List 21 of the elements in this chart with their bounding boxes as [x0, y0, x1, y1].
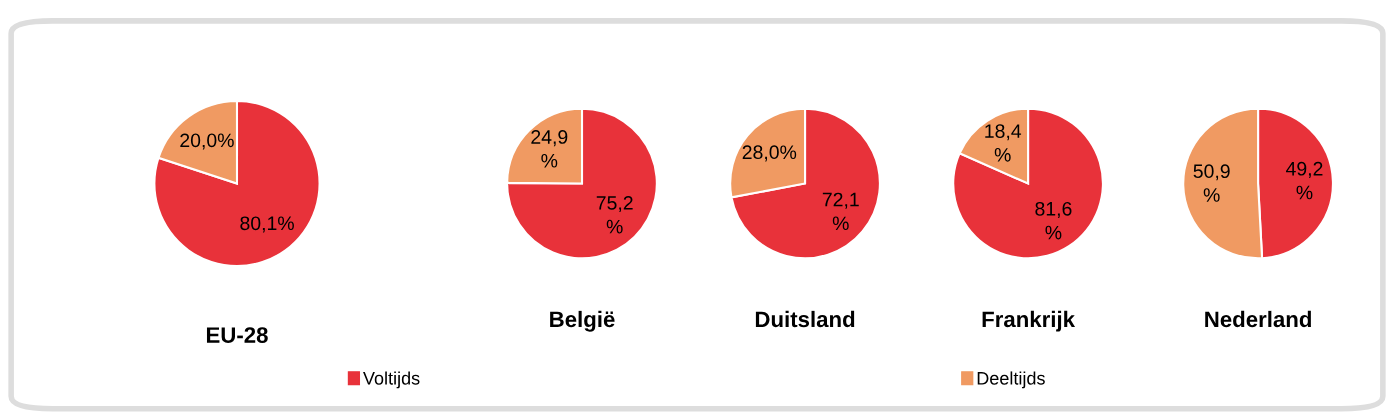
text: EU-28 [206, 327, 268, 343]
data-label: 80,1% [240, 216, 294, 233]
data-label: 49,2 % [1286, 161, 1323, 200]
data-label: 20,0% [180, 133, 234, 150]
pie-slice [952, 107, 1104, 260]
data-label: 75,2 % [596, 196, 633, 234]
data-label: 28,0% [742, 145, 797, 162]
text: Nederland [1205, 310, 1311, 328]
text: Duitsland [755, 310, 855, 328]
text: België [550, 310, 615, 332]
legend-label: Voltijds [363, 371, 420, 389]
pie-slice [506, 107, 658, 260]
data-label: 18,4 % [985, 124, 1022, 162]
data-label: 81,6 % [1035, 201, 1072, 240]
text: Frankrijk [982, 310, 1076, 332]
pie-slice [730, 107, 881, 260]
legend-label: Deeltijds [977, 371, 1045, 389]
data-label: 50,9 % [1193, 164, 1230, 202]
pie-slice [153, 99, 321, 268]
data-label: 24,9 % [531, 130, 568, 168]
data-label: 72,1 % [822, 192, 859, 231]
